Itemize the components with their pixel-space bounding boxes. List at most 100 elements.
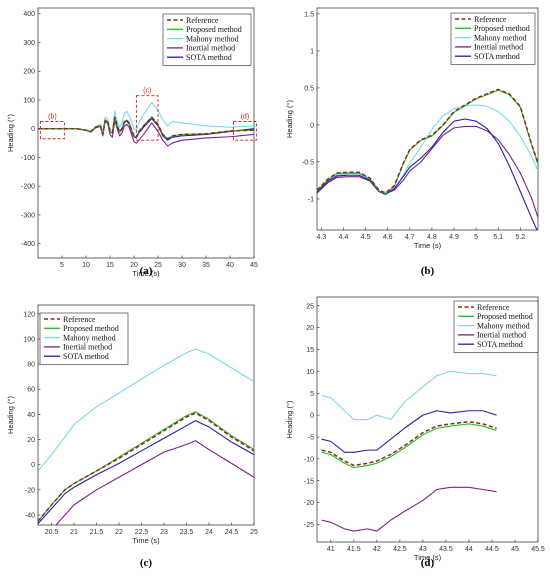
series-line-proposed xyxy=(317,89,538,195)
y-tick-label: 120 xyxy=(23,311,35,318)
series-line-mahony xyxy=(317,104,538,194)
x-tick-label: 24 xyxy=(205,529,213,536)
x-tick-label: 4.4 xyxy=(339,234,349,241)
legend-label: SOTA method xyxy=(477,340,523,349)
y-tick-label: 200 xyxy=(23,69,35,76)
y-tick-label: 400 xyxy=(23,11,35,18)
x-axis-label: Time (s) xyxy=(132,536,160,545)
legend-label: Proposed method xyxy=(186,25,242,34)
x-tick-label: 4.7 xyxy=(405,234,415,241)
series-line-mahony xyxy=(321,370,497,421)
x-tick-label: 20.5 xyxy=(45,529,59,536)
x-tick-label: 5 xyxy=(60,262,64,269)
y-tick-label: 100 xyxy=(23,336,35,343)
y-tick-label: 1 xyxy=(310,48,314,55)
x-tick-label: 40 xyxy=(226,262,234,269)
series-line-sota xyxy=(38,420,254,525)
zoom-region-label: (c) xyxy=(143,88,151,95)
y-tick-label: 1.5 xyxy=(304,11,314,18)
series-line-mahony xyxy=(38,348,254,472)
x-tick-label: 4.9 xyxy=(449,234,459,241)
chart-panel-3: 20.5 21 21.5 22 22.5 23 23.5 24 24.5 25 -40 -20 0 20 4… xyxy=(6,304,258,569)
y-tick-label: -100 xyxy=(21,155,35,162)
x-tick-label: 4.3 xyxy=(317,234,327,241)
x-tick-label: 15 xyxy=(106,262,114,269)
y-tick-label: -400 xyxy=(21,241,35,248)
y-tick-label: 25 xyxy=(306,303,314,310)
series-line-reference xyxy=(38,116,254,140)
y-tick-label: 0 xyxy=(31,126,35,133)
x-tick-label: 44 xyxy=(465,546,473,553)
legend-label: Mahony method xyxy=(477,321,530,330)
y-tick-label: 300 xyxy=(23,40,35,47)
legend-label: SOTA method xyxy=(474,52,520,61)
series-line-reference xyxy=(38,412,254,522)
legend-label: Mahony method xyxy=(474,33,527,42)
legend-label: Reference xyxy=(63,315,96,324)
x-tick-label: 45.5 xyxy=(531,546,545,553)
zoom-region-label: (d) xyxy=(241,114,250,121)
y-tick-label: 20 xyxy=(306,325,314,332)
y-tick-label: 15 xyxy=(306,347,314,354)
chart-panel-2: 4.3 4.4 4.5 4.6 4.7 4.8 4.9 5 5.1 5.2 -1 -0.5 0 0.5 1 1… xyxy=(285,7,539,277)
x-tick-label: 21.5 xyxy=(90,529,104,536)
y-tick-label: -20 xyxy=(304,500,314,507)
zoom-region-box xyxy=(232,121,257,141)
legend-label: SOTA method xyxy=(186,53,232,62)
x-tick-label: 5.2 xyxy=(515,234,525,241)
zoom-region-box xyxy=(39,121,65,140)
x-tick-label: 45 xyxy=(250,262,258,269)
y-tick-label: 0 xyxy=(310,122,314,129)
x-tick-label: 4.5 xyxy=(361,234,371,241)
series-line-sota xyxy=(317,118,538,230)
x-tick-label: 43.5 xyxy=(439,546,453,553)
legend-label: Mahony method xyxy=(63,333,116,342)
legend-label: Inertial method xyxy=(63,343,112,352)
series-line-inertial xyxy=(317,125,538,218)
legend-label: Proposed method xyxy=(63,324,119,333)
x-tick-label: 35 xyxy=(202,262,210,269)
y-tick-label: -200 xyxy=(21,184,35,191)
x-tick-label: 23.5 xyxy=(180,529,194,536)
y-tick-label: 0.5 xyxy=(304,85,314,92)
panel-label: (b) xyxy=(421,265,435,277)
y-tick-label: -25 xyxy=(304,522,314,529)
series-group xyxy=(321,370,497,532)
y-tick-label: 80 xyxy=(27,362,35,369)
panel-label: (c) xyxy=(140,557,153,569)
legend-label: Inertial method xyxy=(477,331,526,340)
series-line-reference xyxy=(321,420,497,467)
y-tick-label: 100 xyxy=(23,97,35,104)
chart-panel-4: 41 41.5 42 42.5 43 43.5 44 44.5 45 45.5 -25 -20 -15 -… xyxy=(285,296,545,569)
x-tick-label: 20 xyxy=(130,262,138,269)
x-axis-label: Time (s) xyxy=(414,553,442,562)
y-tick-label: -15 xyxy=(304,478,314,485)
x-tick-label: 42.5 xyxy=(393,546,407,553)
y-axis-label: Heading (°) xyxy=(285,400,294,439)
chart-panel-1: 5 10 15 20 25 30 35 40 45 -400 -300 -200 -100 0 100 200… xyxy=(6,7,258,278)
legend-label: Reference xyxy=(186,16,219,25)
panel-label: (a) xyxy=(140,265,153,277)
series-line-proposed xyxy=(321,423,497,469)
x-tick-label: 30 xyxy=(178,262,186,269)
x-tick-label: 4.6 xyxy=(383,234,393,241)
x-tick-label: 25 xyxy=(154,262,162,269)
zoom-region-box xyxy=(135,95,159,141)
legend-label: Reference xyxy=(477,303,510,312)
x-tick-label: 5.1 xyxy=(493,234,503,241)
x-axis-label: Time (s) xyxy=(414,241,442,250)
series-line-inertial xyxy=(55,440,254,525)
y-tick-label: -10 xyxy=(304,456,314,463)
y-tick-label: -20 xyxy=(25,487,35,494)
y-tick-label: 0 xyxy=(310,413,314,420)
series-group xyxy=(38,348,254,525)
x-tick-label: 21 xyxy=(70,529,78,536)
legend-label: SOTA method xyxy=(63,352,109,361)
legend-label: Reference xyxy=(474,15,507,24)
x-tick-label: 24.5 xyxy=(225,529,239,536)
y-tick-label: 10 xyxy=(306,369,314,376)
x-axis-label: Time (s) xyxy=(132,269,160,278)
